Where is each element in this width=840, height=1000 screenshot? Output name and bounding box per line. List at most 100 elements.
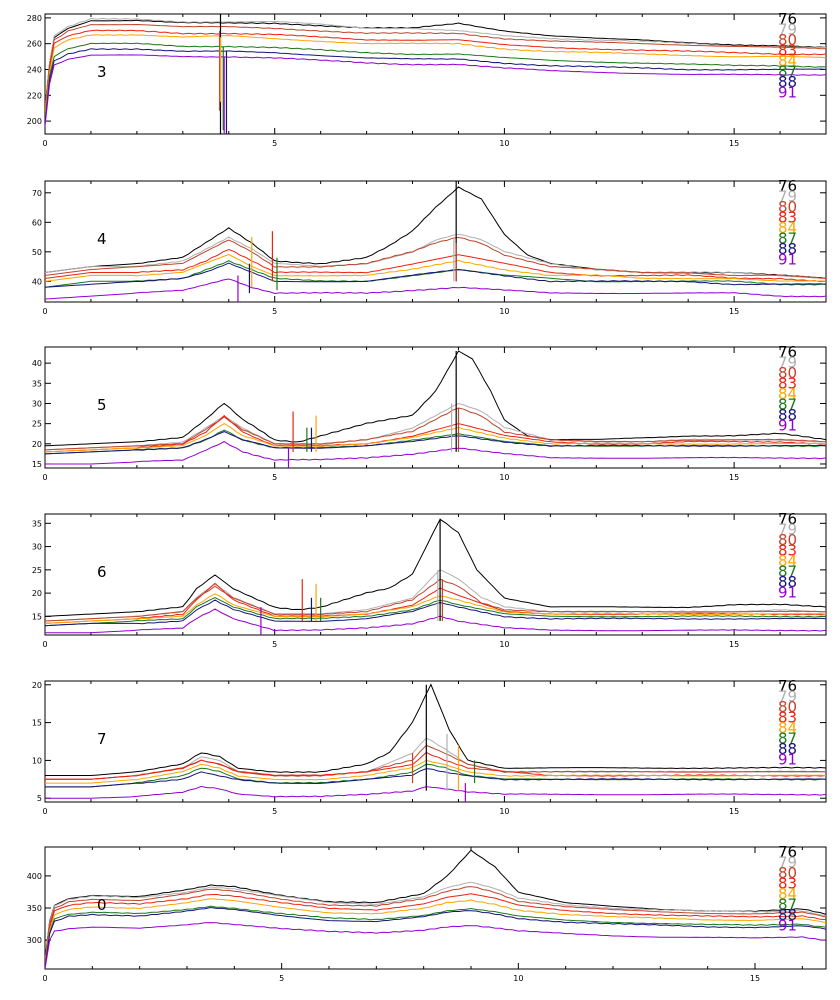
- series-line-87: [45, 42, 826, 122]
- series-line-91: [45, 440, 826, 465]
- legend-entry-83: 83: [778, 42, 797, 60]
- legend-entry-91: 91: [778, 751, 797, 769]
- plot-area: [45, 518, 826, 635]
- y-tick-label: 30: [32, 543, 42, 552]
- legend-entry-80: 80: [778, 198, 797, 216]
- series-line-91: [45, 922, 826, 969]
- x-tick-label: 0: [42, 139, 47, 148]
- x-tick-label: 10: [499, 139, 509, 148]
- plot-frame: [44, 846, 827, 970]
- series-line-80: [45, 236, 826, 279]
- x-tick-label: 0: [42, 473, 47, 482]
- y-tick-label: 200: [27, 117, 42, 126]
- legend-entry-76: 76: [778, 510, 797, 528]
- series-line-84: [45, 759, 826, 784]
- x-tick-label: 10: [513, 974, 523, 983]
- legend-entry-79: 79: [778, 521, 797, 539]
- legend-entry-87: 87: [778, 563, 797, 581]
- x-tick-label: 0: [42, 807, 47, 816]
- series-line-88: [45, 431, 826, 455]
- panel-label: 3: [97, 63, 107, 81]
- series-line-88: [45, 768, 826, 788]
- panel-label: 4: [97, 230, 107, 248]
- x-tick-label: 15: [750, 974, 760, 983]
- x-tick-label: 0: [42, 307, 47, 316]
- legend-entry-87: 87: [778, 396, 797, 414]
- y-tick-label: 25: [32, 420, 42, 429]
- x-tick-label: 5: [272, 807, 277, 816]
- legend-entry-87: 87: [778, 63, 797, 81]
- y-tick-label: 60: [32, 218, 42, 227]
- y-tick-label: 20: [32, 440, 42, 449]
- legend-entry-80: 80: [778, 531, 797, 549]
- plot-frame: [44, 513, 827, 636]
- y-tick-label: 40: [32, 359, 42, 368]
- legend-entry-76: 76: [778, 843, 797, 861]
- series-line-84: [45, 898, 826, 966]
- x-tick-label: 10: [499, 307, 509, 316]
- series-line-83: [45, 751, 826, 780]
- y-tick-label: 20: [32, 681, 42, 690]
- x-tick-label: 15: [729, 473, 739, 482]
- legend-entry-84: 84: [778, 885, 797, 903]
- legend-entry-91: 91: [778, 584, 797, 602]
- x-tick-label: 15: [729, 807, 739, 816]
- legend-entry-88: 88: [778, 406, 797, 424]
- x-tick-label: 0: [42, 974, 47, 983]
- legend-entry-88: 88: [778, 73, 797, 91]
- legend-entry-88: 88: [778, 240, 797, 258]
- series-line-88: [45, 48, 826, 124]
- series-line-79: [45, 881, 826, 961]
- plot-area: [45, 181, 826, 302]
- y-tick-label: 220: [27, 91, 42, 100]
- plot-area: [45, 849, 826, 969]
- legend-entry-91: 91: [778, 84, 797, 102]
- series-line-84: [45, 34, 826, 116]
- series-line-76: [45, 186, 826, 279]
- series-line-83: [45, 893, 826, 965]
- legend-entry-84: 84: [778, 552, 797, 570]
- legend-entry-83: 83: [778, 709, 797, 727]
- legend-entry-79: 79: [778, 854, 797, 872]
- y-tick-label: 20: [32, 589, 42, 598]
- series-line-83: [45, 29, 826, 114]
- series-line-87: [45, 429, 826, 455]
- y-tick-label: 15: [32, 460, 42, 469]
- series-line-88: [45, 599, 826, 627]
- x-tick-label: 10: [499, 473, 509, 482]
- panel-label: 7: [97, 730, 107, 748]
- legend-entry-88: 88: [778, 906, 797, 924]
- legend-entry-80: 80: [778, 864, 797, 882]
- x-tick-label: 15: [729, 139, 739, 148]
- series-line-79: [45, 233, 826, 279]
- y-tick-label: 15: [32, 719, 42, 728]
- plot-area: [45, 683, 826, 802]
- plot-frame: [44, 13, 827, 135]
- panel-label: 0: [97, 896, 107, 914]
- y-tick-label: 300: [27, 936, 42, 945]
- series-line-76: [45, 683, 826, 776]
- legend-entry-76: 76: [778, 10, 797, 28]
- legend-entry-84: 84: [778, 219, 797, 237]
- panel-label: 5: [97, 396, 107, 414]
- x-tick-label: 15: [729, 307, 739, 316]
- legend-entry-80: 80: [778, 31, 797, 49]
- y-tick-label: 40: [32, 277, 42, 286]
- plot-frame: [44, 180, 827, 303]
- legend-entry-80: 80: [778, 364, 797, 382]
- plot-frame: [44, 346, 827, 469]
- series-line-91: [45, 785, 826, 799]
- x-tick-label: 10: [499, 640, 509, 649]
- plot-area: [45, 14, 826, 134]
- x-tick-label: 5: [272, 473, 277, 482]
- legend-entry-76: 76: [778, 677, 797, 695]
- legend-entry-91: 91: [778, 417, 797, 435]
- series-line-91: [45, 278, 826, 300]
- series-line-79: [45, 17, 826, 109]
- x-tick-label: 10: [499, 807, 509, 816]
